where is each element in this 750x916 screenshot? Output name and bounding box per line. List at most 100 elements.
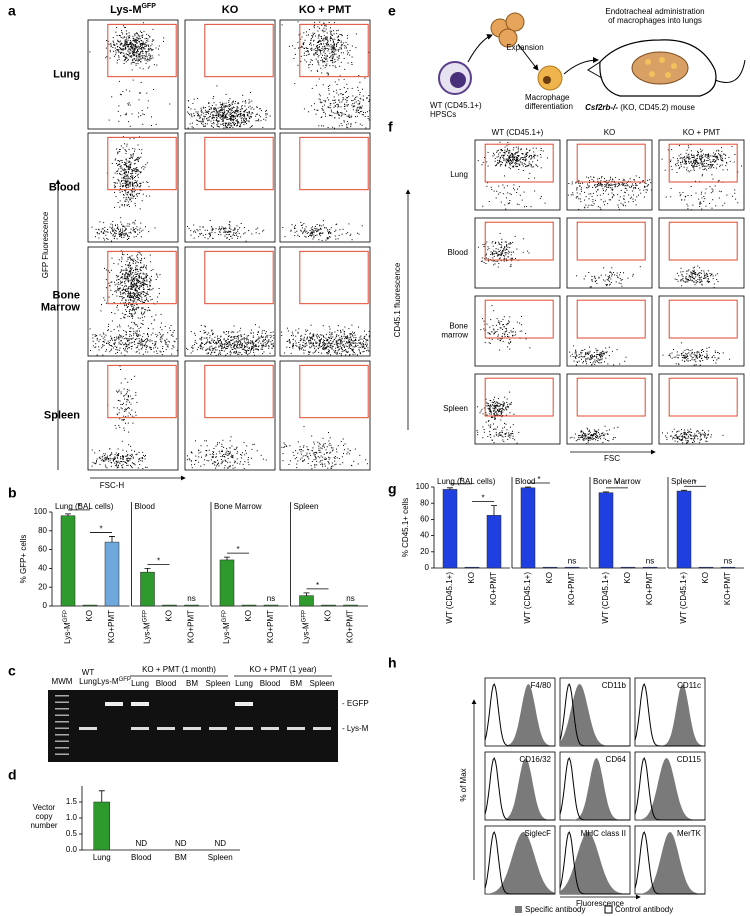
cell-dot bbox=[231, 344, 232, 346]
cell-dot bbox=[221, 449, 223, 451]
cell-dot bbox=[329, 38, 331, 40]
y-tick-label: 40 bbox=[38, 564, 47, 573]
cell-dot bbox=[339, 345, 341, 347]
cell-dot bbox=[366, 345, 367, 347]
cell-dot bbox=[359, 336, 361, 338]
cell-dot bbox=[328, 349, 330, 351]
cell-dot bbox=[340, 123, 342, 124]
cell-dot bbox=[118, 389, 120, 391]
cell-dot bbox=[308, 236, 309, 237]
cell-dot bbox=[232, 116, 234, 118]
cell-dot bbox=[328, 462, 330, 464]
cell-dot bbox=[327, 238, 329, 240]
cell-dot bbox=[324, 39, 326, 41]
cell-dot bbox=[132, 183, 134, 185]
cell-dot bbox=[233, 351, 235, 353]
cell-dot bbox=[155, 314, 157, 316]
cell-dot bbox=[135, 45, 137, 47]
cell-dot bbox=[260, 454, 262, 456]
cell-dot bbox=[332, 465, 334, 467]
cell-dot bbox=[212, 453, 213, 455]
cell-dot bbox=[319, 40, 321, 42]
cell-dot bbox=[117, 39, 119, 41]
cell-dot bbox=[117, 49, 119, 51]
cell-dot bbox=[339, 343, 341, 345]
cell-dot bbox=[322, 54, 323, 56]
cell-dot bbox=[236, 341, 238, 343]
cell-dot bbox=[121, 174, 123, 176]
cell-dot bbox=[239, 352, 241, 354]
cell-dot bbox=[290, 229, 292, 231]
cell-dot bbox=[148, 231, 150, 233]
cell-dot bbox=[132, 153, 134, 155]
cell-dot bbox=[334, 44, 336, 45]
cell-dot bbox=[142, 123, 144, 125]
cell-dot bbox=[329, 331, 331, 333]
cell-dot bbox=[129, 327, 131, 329]
cell-dot bbox=[98, 349, 100, 351]
cell-dot bbox=[115, 224, 116, 226]
cell-dot bbox=[133, 463, 135, 465]
cell-dot bbox=[133, 163, 135, 165]
cell-dot bbox=[288, 340, 290, 342]
cell-dot bbox=[366, 344, 368, 346]
cell-dot bbox=[236, 352, 238, 354]
cell-dot bbox=[352, 103, 354, 105]
cell-dot bbox=[250, 342, 252, 344]
cell-dot bbox=[215, 456, 217, 458]
cell-dot bbox=[112, 221, 114, 222]
cell-dot bbox=[315, 458, 317, 460]
cell-dot bbox=[347, 123, 349, 125]
cell-dot bbox=[128, 171, 129, 173]
cell-dot bbox=[123, 395, 125, 397]
cell-dot bbox=[127, 337, 129, 339]
cell-dot bbox=[127, 396, 129, 398]
cell-dot bbox=[321, 345, 323, 347]
cell-dot bbox=[219, 107, 221, 108]
cell-dot bbox=[133, 313, 135, 315]
cell-dot bbox=[336, 451, 338, 453]
cell-dot bbox=[341, 338, 343, 340]
cell-dot bbox=[268, 345, 270, 347]
cell-dot bbox=[124, 39, 126, 41]
cell-dot bbox=[132, 262, 134, 264]
cell-dot bbox=[116, 407, 118, 409]
gate bbox=[107, 23, 177, 78]
cell-dot bbox=[114, 281, 115, 283]
cell-dot bbox=[142, 193, 144, 195]
cell-dot bbox=[244, 114, 245, 116]
cell-dot bbox=[309, 337, 311, 339]
cell-dot bbox=[126, 182, 128, 184]
cell-dot bbox=[120, 403, 122, 405]
cell-dot bbox=[146, 51, 148, 52]
cell-dot bbox=[133, 279, 135, 281]
cell-dot bbox=[226, 237, 228, 239]
cell-dot bbox=[346, 335, 348, 337]
cell-dot bbox=[102, 228, 104, 230]
cell-dot bbox=[351, 87, 353, 89]
cell-dot bbox=[125, 183, 127, 185]
cell-dot bbox=[347, 88, 349, 90]
cell-dot bbox=[210, 459, 212, 461]
cell-dot bbox=[235, 123, 236, 125]
cell-dot bbox=[139, 59, 140, 61]
cell-dot bbox=[139, 267, 141, 269]
cell-dot bbox=[136, 280, 138, 282]
cell-dot bbox=[130, 313, 132, 315]
cell-dot bbox=[224, 229, 226, 231]
cell-dot bbox=[343, 45, 345, 47]
cell-dot bbox=[335, 224, 337, 226]
cell-dot bbox=[139, 464, 141, 466]
cell-dot bbox=[206, 353, 208, 355]
cell-dot bbox=[109, 285, 111, 287]
cell-dot bbox=[328, 93, 330, 95]
cell-dot bbox=[328, 463, 330, 465]
cell-dot bbox=[118, 233, 120, 235]
cell-dot bbox=[224, 465, 226, 467]
cell-dot bbox=[98, 457, 100, 459]
cell-dot bbox=[238, 343, 240, 345]
cell-dot bbox=[133, 153, 134, 155]
cell-dot bbox=[139, 268, 141, 270]
cell-dot bbox=[118, 120, 120, 122]
cell-dot bbox=[262, 126, 264, 128]
